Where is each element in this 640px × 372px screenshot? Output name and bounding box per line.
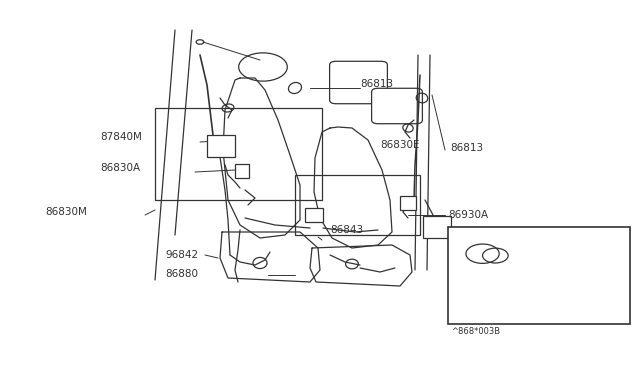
Text: 86880: 86880 <box>165 269 198 279</box>
Text: 87840M: 87840M <box>100 132 142 142</box>
Text: 86830A: 86830A <box>100 163 140 173</box>
Text: 86843: 86843 <box>330 225 363 235</box>
Bar <box>155 108 322 200</box>
Text: 86813: 86813 <box>450 143 483 153</box>
Text: 86930A: 86930A <box>448 210 488 220</box>
Text: ^868*003B: ^868*003B <box>451 327 500 336</box>
FancyBboxPatch shape <box>305 208 323 222</box>
FancyBboxPatch shape <box>400 196 416 210</box>
FancyBboxPatch shape <box>207 135 235 157</box>
Text: 86813: 86813 <box>360 79 393 89</box>
FancyBboxPatch shape <box>372 88 422 124</box>
FancyBboxPatch shape <box>330 61 387 104</box>
Text: 86848: 86848 <box>524 228 557 237</box>
Text: 86830M: 86830M <box>45 207 87 217</box>
Text: 96842: 96842 <box>165 250 198 260</box>
FancyBboxPatch shape <box>423 216 451 238</box>
FancyBboxPatch shape <box>235 164 249 178</box>
Bar <box>295 175 420 235</box>
Text: 87840M: 87840M <box>488 242 530 252</box>
Text: 86830E: 86830E <box>380 140 419 150</box>
Bar <box>448 227 630 324</box>
